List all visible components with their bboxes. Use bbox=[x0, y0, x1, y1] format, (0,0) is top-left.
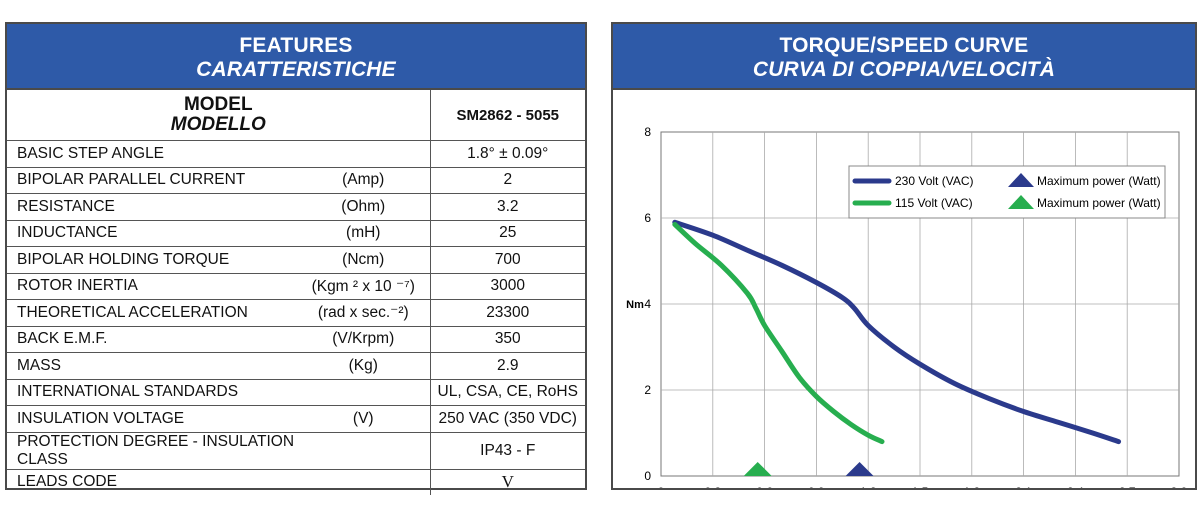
x-tick-label: 0.9 bbox=[808, 485, 825, 488]
y-tick-label: 2 bbox=[644, 383, 651, 397]
curve-subtitle: CURVA DI COPPIA/VELOCITÀ bbox=[752, 58, 1056, 81]
spec-name: ROTOR INERTIA bbox=[7, 273, 297, 300]
spec-row: BACK E.M.F. (V/Krpm) 350 bbox=[7, 326, 585, 353]
y-tick-label: 6 bbox=[644, 211, 651, 225]
spec-unit: (Ohm) bbox=[297, 193, 430, 221]
spec-value: 700 bbox=[429, 246, 585, 274]
spec-value: 350 bbox=[429, 326, 585, 353]
spec-name: RESISTANCE bbox=[7, 193, 297, 221]
spec-name: BIPOLAR HOLDING TORQUE bbox=[7, 246, 297, 274]
spec-value: 250 VAC (350 VDC) bbox=[429, 405, 585, 433]
spec-unit bbox=[297, 469, 430, 495]
series-line-1 bbox=[672, 221, 885, 445]
spec-row: BASIC STEP ANGLE 1.8° ± 0.09° bbox=[7, 140, 585, 168]
spec-value: 1.8° ± 0.09° bbox=[429, 140, 585, 168]
max-power-marker-0 bbox=[845, 462, 874, 476]
spec-name: BIPOLAR PARALLEL CURRENT bbox=[7, 167, 297, 194]
x-tick-label: 1.5 bbox=[912, 485, 929, 488]
x-tick-label: 1.2 bbox=[860, 485, 877, 488]
y-tick-label: 0 bbox=[644, 469, 651, 483]
model-row: MODEL MODELLO SM2862 - 5055 bbox=[7, 90, 585, 141]
spec-row: INTERNATIONAL STANDARDS UL, CSA, CE, RoHS bbox=[7, 379, 585, 406]
spec-unit bbox=[297, 379, 430, 406]
spec-value: 3000 bbox=[429, 273, 585, 300]
spec-row: LEADS CODE V bbox=[7, 469, 585, 495]
curve-header: TORQUE/SPEED CURVE CURVA DI COPPIA/VELOC… bbox=[613, 24, 1195, 90]
spec-unit: (Kg) bbox=[297, 352, 430, 380]
legend-box bbox=[848, 165, 1166, 219]
spec-unit: (Amp) bbox=[297, 167, 430, 194]
legend-label-1: 115 Volt (VAC) bbox=[895, 196, 973, 210]
x-tick-label: 0.3 bbox=[704, 485, 721, 488]
torque-speed-chart: 00.30.60.91.21.51.82.12.42.73.002468NmKr… bbox=[626, 125, 1188, 488]
spec-name: PROTECTION DEGREE - INSULATION CLASS bbox=[7, 432, 297, 470]
y-tick-label: 4 bbox=[644, 297, 651, 311]
spec-row: ROTOR INERTIA (Kgm ² x 10 ⁻⁷) 3000 bbox=[7, 273, 585, 300]
max-power-marker-1 bbox=[743, 462, 772, 476]
x-tick-label: 0.6 bbox=[756, 485, 773, 488]
spec-value: 23300 bbox=[429, 299, 585, 327]
y-axis-label: Nm bbox=[626, 299, 644, 311]
spec-value: V bbox=[429, 469, 585, 495]
spec-unit bbox=[297, 140, 430, 168]
legend-triangle-0 bbox=[1008, 173, 1034, 187]
spec-row: INDUCTANCE (mH) 25 bbox=[7, 220, 585, 247]
legend-triangle-1 bbox=[1008, 195, 1034, 209]
spec-row: BIPOLAR HOLDING TORQUE (Ncm) 700 bbox=[7, 246, 585, 274]
spec-value: UL, CSA, CE, RoHS bbox=[429, 379, 585, 406]
spec-name: BASIC STEP ANGLE bbox=[7, 140, 297, 168]
x-tick-label: 2.1 bbox=[1015, 485, 1032, 488]
curve-panel: TORQUE/SPEED CURVE CURVA DI COPPIA/VELOC… bbox=[611, 22, 1197, 490]
spec-unit: (Kgm ² x 10 ⁻⁷) bbox=[297, 273, 430, 300]
model-label-cell: MODEL MODELLO bbox=[7, 90, 430, 141]
spec-name: MASS bbox=[7, 352, 297, 380]
spec-unit: (Ncm) bbox=[297, 246, 430, 274]
y-tick-label: 8 bbox=[644, 125, 651, 139]
features-title: FEATURES bbox=[239, 34, 353, 57]
spec-row: MASS (Kg) 2.9 bbox=[7, 352, 585, 380]
spec-unit: (rad x sec.⁻²) bbox=[297, 299, 430, 327]
spec-row: THEORETICAL ACCELERATION (rad x sec.⁻²) 23… bbox=[7, 299, 585, 327]
spec-name: INTERNATIONAL STANDARDS bbox=[7, 379, 297, 406]
spec-unit bbox=[297, 432, 430, 470]
legend-marker-label-1: Maximum power (Watt) bbox=[1037, 196, 1161, 210]
spec-row: BIPOLAR PARALLEL CURRENT (Amp) 2 bbox=[7, 167, 585, 194]
spec-unit: (V/Krpm) bbox=[297, 326, 430, 353]
spec-name: BACK E.M.F. bbox=[7, 326, 297, 353]
model-label: MODEL bbox=[183, 94, 253, 115]
spec-name: LEADS CODE bbox=[17, 473, 117, 491]
spec-value: 2 bbox=[429, 167, 585, 194]
model-value: SM2862 - 5055 bbox=[429, 90, 585, 141]
features-header: FEATURES CARATTERISTICHE bbox=[7, 24, 585, 90]
spec-value: 3.2 bbox=[429, 193, 585, 221]
features-table: MODEL MODELLO SM2862 - 5055 BASIC STEP A… bbox=[7, 90, 585, 495]
spec-unit: (V) bbox=[297, 405, 430, 433]
spec-row: PROTECTION DEGREE - INSULATION CLASS IP43… bbox=[7, 432, 585, 470]
modello-label: MODELLO bbox=[170, 114, 266, 135]
spec-value: IP43 - F bbox=[429, 432, 585, 470]
spec-unit: (mH) bbox=[297, 220, 430, 247]
legend-label-0: 230 Volt (VAC) bbox=[895, 174, 973, 188]
spec-value: 25 bbox=[429, 220, 585, 247]
spec-name: THEORETICAL ACCELERATION bbox=[7, 299, 297, 327]
legend-marker-label-0: Maximum power (Watt) bbox=[1037, 174, 1161, 188]
x-tick-label: 2.7 bbox=[1119, 485, 1136, 488]
features-subtitle: CARATTERISTICHE bbox=[196, 58, 396, 81]
x-tick-label: 0 bbox=[658, 485, 665, 488]
x-tick-label: 3.0 bbox=[1171, 485, 1188, 488]
spec-value: 2.9 bbox=[429, 352, 585, 380]
spec-row: INSULATION VOLTAGE (V) 250 VAC (350 VDC) bbox=[7, 405, 585, 433]
series-line-0 bbox=[672, 219, 1122, 445]
x-tick-label: 1.8 bbox=[963, 485, 980, 488]
x-tick-label: 2.4 bbox=[1067, 485, 1084, 488]
curve-title: TORQUE/SPEED CURVE bbox=[779, 34, 1029, 57]
features-panel: FEATURES CARATTERISTICHE MODEL MODELLO S… bbox=[5, 22, 587, 495]
spec-row: RESISTANCE (Ohm) 3.2 bbox=[7, 193, 585, 221]
spec-name: INDUCTANCE bbox=[7, 220, 297, 247]
spec-name: INSULATION VOLTAGE bbox=[7, 405, 297, 433]
